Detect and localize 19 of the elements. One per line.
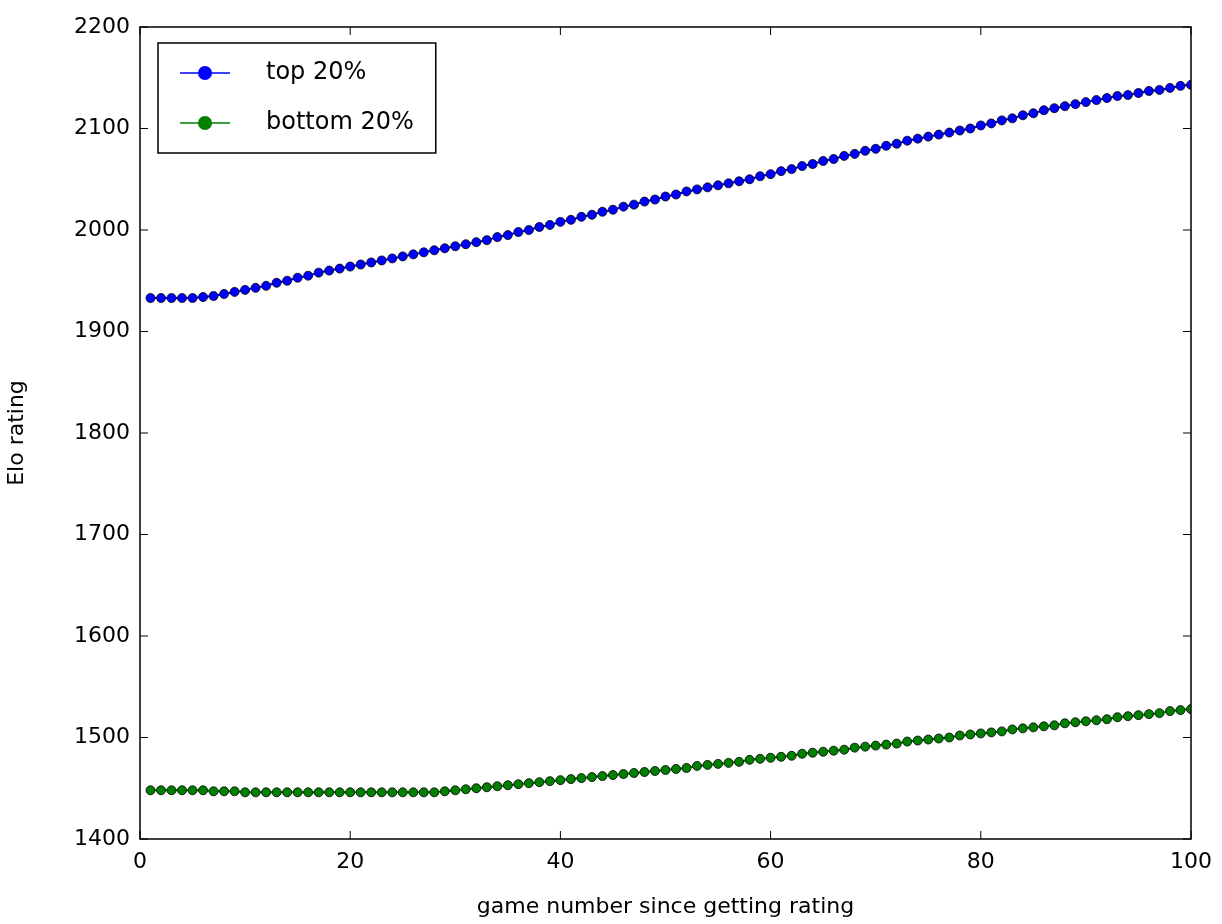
x-tick-label: 20	[336, 847, 365, 873]
x-tick-label: 60	[756, 847, 785, 873]
y-tick-label: 1400	[74, 824, 130, 850]
legend-label: top 20%	[266, 57, 367, 86]
y-tick-label: 1700	[74, 520, 130, 546]
y-tick-label: 2200	[74, 12, 130, 38]
y-tick-label: 2000	[74, 215, 130, 241]
y-tick-label: 2100	[74, 114, 130, 140]
y-tick-label: 1500	[74, 723, 130, 749]
y-tick-label: 1600	[74, 621, 130, 647]
legend-label: bottom 20%	[266, 107, 414, 136]
x-tick-label: 100	[1170, 847, 1212, 873]
x-tick-label: 40	[546, 847, 575, 873]
x-axis-title: game number since getting rating	[476, 892, 855, 918]
x-tick-label: 80	[966, 847, 995, 873]
y-axis-title: Elo rating	[2, 380, 28, 486]
x-tick-label: 0	[133, 847, 147, 873]
y-tick-label: 1800	[74, 418, 130, 444]
y-tick-label: 1900	[74, 317, 130, 343]
